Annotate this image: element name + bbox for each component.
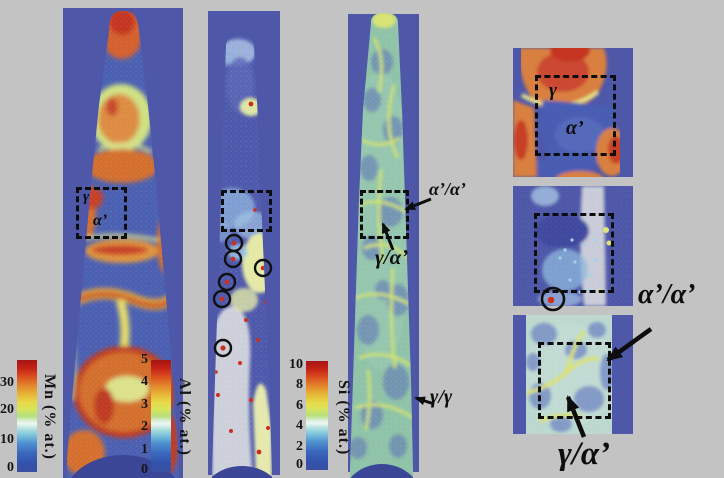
al-colorbar-title: Al (% at.) bbox=[176, 378, 193, 456]
mn-volume-bottom-arc bbox=[67, 455, 179, 478]
roi-box-mn-inset bbox=[535, 75, 616, 156]
si-tick-6: 6 bbox=[296, 398, 303, 413]
arrow-alpha-alpha-si-map bbox=[404, 197, 432, 211]
al-colorbar bbox=[151, 360, 171, 472]
roi-box-mn-map bbox=[76, 187, 127, 239]
si-tick-8: 8 bbox=[296, 377, 303, 392]
mn-inset-art bbox=[513, 48, 633, 177]
si-colorbar bbox=[306, 361, 328, 470]
mn-map-alpha-label: α’ bbox=[93, 212, 108, 229]
mn-colorbar bbox=[17, 360, 37, 472]
al-tick-3: 3 bbox=[141, 397, 148, 412]
si-inset-art bbox=[513, 315, 633, 434]
si-map-alpha-alpha-label: α’/α’ bbox=[429, 179, 466, 199]
mn-map-gamma-label: γ bbox=[83, 189, 90, 205]
roi-box-si-inset bbox=[538, 342, 611, 419]
al-inset-feature-circle bbox=[540, 286, 566, 312]
si-inset-gamma-alpha-label: γ/α’ bbox=[558, 436, 611, 472]
roi-box-al-inset bbox=[534, 213, 614, 293]
roi-box-al-map bbox=[221, 190, 272, 232]
al-inset-art bbox=[513, 186, 633, 306]
si-map-gamma-alpha-label: γ/α’ bbox=[375, 245, 409, 269]
arrow-alpha-alpha-inset bbox=[606, 327, 653, 362]
si-inset-alpha-alpha-label: α’/α’ bbox=[638, 279, 696, 310]
al-tick-5: 5 bbox=[141, 352, 148, 367]
mn-tick-0: 0 bbox=[7, 460, 14, 475]
al-tick-2: 2 bbox=[141, 419, 148, 434]
mn-tick-20: 20 bbox=[0, 402, 14, 417]
si-tick-10: 10 bbox=[289, 357, 303, 372]
si-colorbar-title: Si (% at.) bbox=[335, 380, 352, 456]
mn-inset-gamma-label: γ bbox=[549, 80, 557, 101]
roi-box-si-map bbox=[360, 190, 409, 239]
si-tick-4: 4 bbox=[296, 418, 303, 433]
mn-inset-alpha-label: α’ bbox=[566, 117, 584, 139]
al-feature-circles bbox=[212, 233, 273, 358]
arrow-gamma-gamma-si-map bbox=[414, 396, 435, 406]
al-tick-4: 4 bbox=[141, 374, 148, 389]
si-tick-0: 0 bbox=[296, 457, 303, 472]
al-tick-1: 1 bbox=[141, 442, 148, 457]
si-tick-2: 2 bbox=[296, 439, 303, 454]
mn-tick-30: 30 bbox=[0, 375, 14, 390]
mn-tick-10: 10 bbox=[0, 432, 14, 447]
al-tick-0: 0 bbox=[141, 462, 148, 477]
si-map-gamma-gamma-label: γ/γ bbox=[430, 386, 453, 408]
al-rich-dots bbox=[212, 101, 270, 470]
mn-colorbar-title: Mn (% at.) bbox=[41, 374, 58, 460]
